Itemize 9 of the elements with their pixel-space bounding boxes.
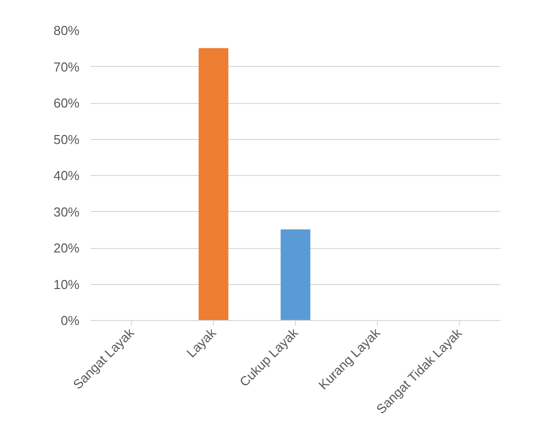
y-tick-label: 40% [53, 168, 80, 183]
y-tick-label: 60% [53, 96, 80, 110]
y-tick-label: 20% [53, 240, 80, 256]
y-tick-label: 30% [53, 204, 80, 220]
y-tick-label: 0% [60, 313, 80, 328]
y-tick-label: 50% [53, 132, 80, 147]
y-tick-label: 10% [53, 276, 80, 292]
y-tick-label: 70% [53, 59, 80, 74]
y-tick-label: 80% [53, 23, 80, 38]
